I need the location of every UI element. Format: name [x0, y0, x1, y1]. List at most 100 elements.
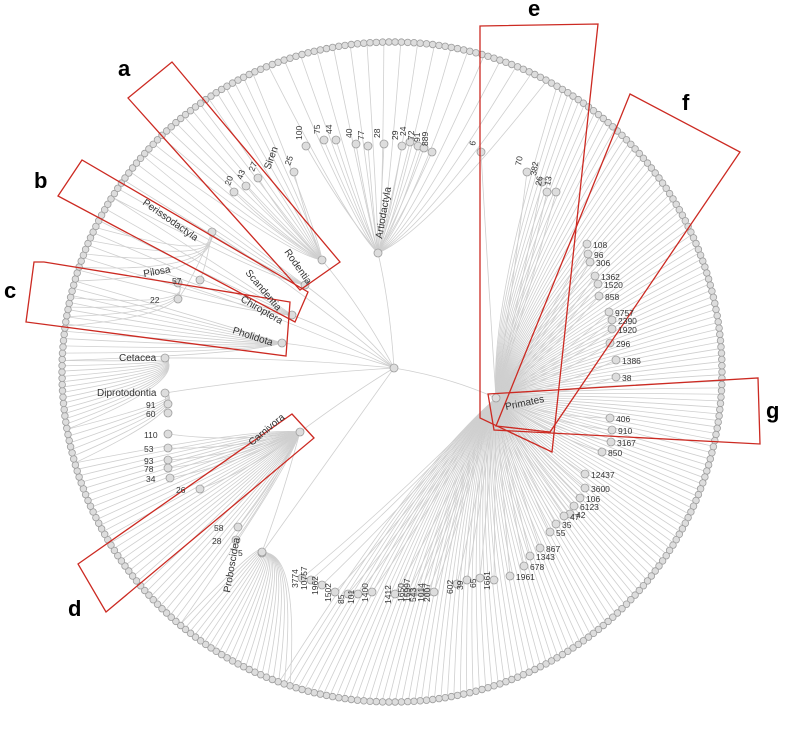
- leaf-node: [59, 393, 67, 401]
- leaf-node: [589, 106, 598, 115]
- subclade-node: [605, 413, 615, 423]
- leaf-node: [574, 640, 582, 649]
- leaf-node: [58, 355, 66, 364]
- count-label: 42: [576, 510, 586, 520]
- leaf-node: [441, 42, 449, 50]
- count-label: 25: [282, 154, 295, 167]
- leaf-edge: [80, 431, 301, 483]
- count-label: 57: [172, 276, 182, 286]
- leaf-node: [564, 88, 572, 97]
- leaf-node: [618, 605, 626, 613]
- count-label: 1661: [482, 571, 492, 590]
- leaf-edge: [70, 294, 283, 344]
- subclade-edge: [233, 191, 323, 261]
- subclade-edge: [495, 397, 611, 419]
- leaf-node: [639, 154, 648, 162]
- leaf-edge: [66, 316, 283, 344]
- subclade-edge: [357, 397, 497, 595]
- leaf-node: [97, 525, 106, 533]
- leaf-edge: [268, 65, 379, 254]
- subclade-edge: [479, 397, 497, 579]
- leaf-node: [128, 572, 137, 580]
- leaf-node: [662, 552, 670, 560]
- subclade-edge: [480, 151, 497, 399]
- leaf-node: [63, 312, 71, 320]
- leaf-node: [704, 461, 713, 469]
- subclade-edge: [495, 171, 528, 399]
- count-label: 75: [312, 124, 322, 134]
- leaf-node: [627, 140, 635, 148]
- leaf-node: [59, 336, 68, 345]
- leaf-node: [717, 387, 726, 395]
- leaf-edge: [67, 309, 283, 344]
- leaf-node: [643, 159, 652, 167]
- leaf-node: [635, 149, 643, 158]
- panel-letter-a: a: [118, 56, 131, 81]
- leaf-node: [149, 596, 157, 604]
- subclade-edge: [235, 431, 301, 541]
- leaf-node: [558, 85, 567, 94]
- leaf-edge: [207, 97, 323, 261]
- clade-node: [295, 427, 305, 437]
- subclade-edge: [377, 141, 411, 254]
- leaf-node: [672, 536, 680, 544]
- leaf-edge: [132, 431, 301, 577]
- count-label: 26: [176, 485, 186, 495]
- leaf-edge: [74, 280, 283, 344]
- highlight-box-d: [77, 413, 315, 613]
- leaf-edge: [74, 430, 301, 464]
- leaf-node: [286, 54, 294, 62]
- leaf-node: [404, 38, 412, 47]
- branch-edge: [299, 367, 395, 433]
- leaf-edge: [62, 342, 283, 354]
- leaf-node: [484, 52, 492, 60]
- subclade-edge: [495, 397, 525, 567]
- leaf-node: [618, 131, 626, 139]
- subclade-edge: [199, 431, 301, 490]
- highlight-box-f: [495, 93, 741, 433]
- leaf-node: [196, 637, 205, 645]
- count-label: 296: [616, 339, 630, 349]
- leaf-node: [655, 562, 663, 570]
- subclade-node: [367, 587, 377, 597]
- leaf-node: [347, 695, 355, 704]
- leaf-node: [110, 546, 119, 555]
- leaf-node: [335, 42, 343, 50]
- leaf-node: [453, 44, 462, 53]
- leaf-node: [114, 552, 122, 560]
- count-label: 91: [146, 400, 156, 410]
- subclade-node: [582, 239, 592, 249]
- leaf-edge: [495, 397, 586, 640]
- count-label: 47: [570, 512, 580, 522]
- count-label: 20: [222, 174, 235, 187]
- subclade-node: [476, 147, 486, 157]
- subclade-node: [452, 579, 462, 589]
- leaf-node: [651, 169, 659, 177]
- leaf-edge: [113, 431, 301, 550]
- count-label: 110: [144, 430, 158, 440]
- subclade-edge: [419, 397, 497, 593]
- subclade-node: [505, 571, 515, 581]
- leaf-node: [404, 697, 412, 706]
- diprotodontia-label: Diprotodontia: [97, 388, 157, 399]
- count-label: 60: [146, 409, 156, 419]
- leaf-edge: [494, 397, 553, 661]
- count-label: 108: [593, 240, 607, 250]
- leaf-edge: [495, 315, 718, 399]
- highlight-box-c: [25, 261, 291, 357]
- leaf-node: [643, 577, 652, 585]
- leaf-edge: [495, 252, 700, 399]
- leaf-edge: [495, 397, 716, 441]
- subclade-edge: [169, 431, 301, 479]
- subclade-edge: [495, 275, 596, 399]
- leaf-node: [310, 689, 318, 697]
- subclade-node: [195, 275, 205, 285]
- leaf-node: [207, 92, 215, 100]
- leaf-node: [353, 40, 362, 48]
- count-label: 40: [344, 128, 354, 138]
- leaf-node: [466, 689, 474, 697]
- clade-node: [491, 393, 501, 403]
- leaf-node: [145, 145, 153, 153]
- count-label: 34: [146, 474, 156, 484]
